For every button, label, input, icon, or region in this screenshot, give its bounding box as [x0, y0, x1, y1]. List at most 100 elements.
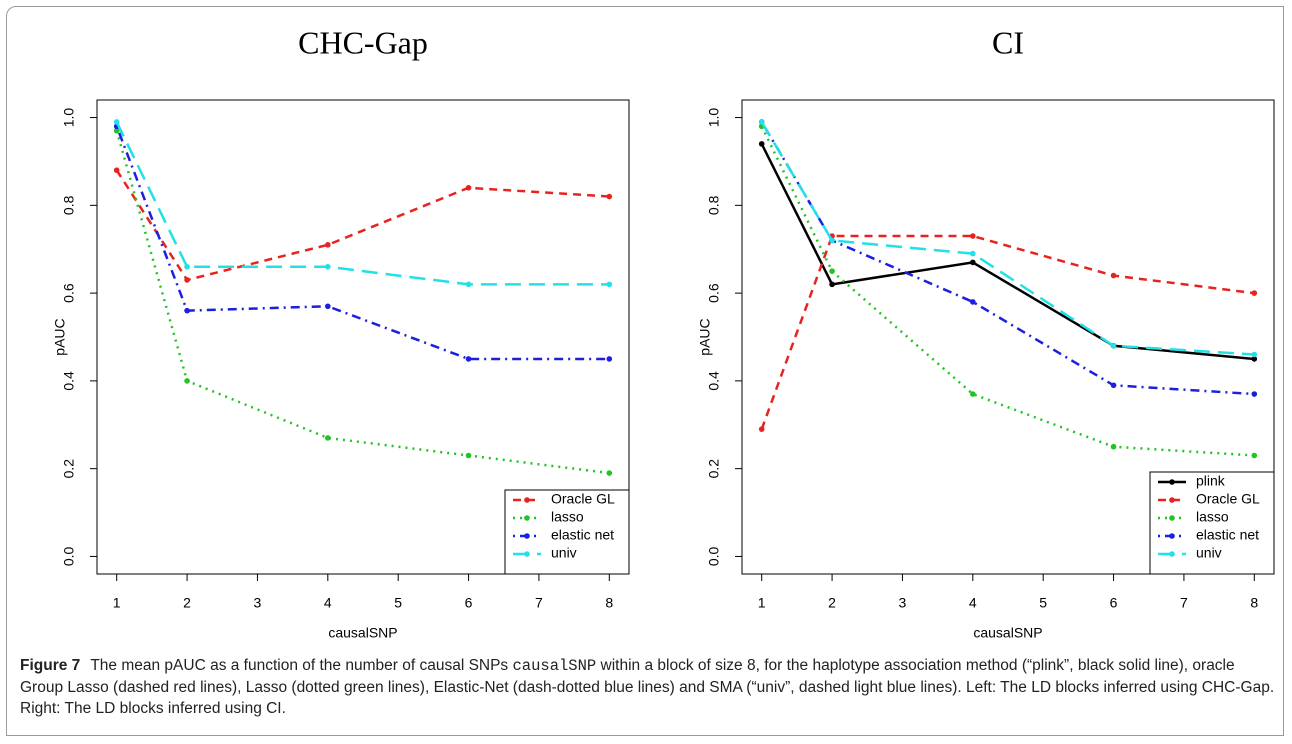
legend-box	[504, 489, 630, 575]
legend-label: elastic net	[1196, 527, 1259, 543]
data-point	[970, 299, 976, 305]
series-line	[115, 125, 610, 361]
legend-label: Oracle GL	[551, 491, 615, 507]
y-tick-label: 0.8	[61, 195, 77, 215]
legend-dot	[1169, 497, 1175, 503]
legend-label: lasso	[1196, 509, 1229, 525]
y-tick-label: 0.6	[61, 283, 77, 303]
caption: Figure 7 The mean pAUC as a function of …	[20, 655, 1275, 719]
data-point	[184, 263, 190, 270]
data-point	[465, 452, 472, 459]
data-point	[465, 281, 472, 288]
y-tick-label: 0.2	[706, 459, 722, 479]
legend-dot	[1169, 479, 1175, 485]
legend-label: univ	[1196, 545, 1222, 561]
x-axis-label: causalSNP	[328, 625, 397, 641]
data-point	[465, 184, 472, 191]
plot-box	[741, 99, 1275, 575]
legend-dot	[524, 497, 530, 503]
y-tick-label: 0.2	[61, 459, 77, 479]
data-point	[465, 356, 472, 362]
y-tick-label: 0.4	[706, 371, 722, 391]
x-tick-label: 7	[1180, 595, 1188, 611]
data-point	[325, 435, 331, 441]
caption-label: Figure 7	[20, 657, 81, 674]
caption-code: causalSNP	[512, 657, 597, 675]
series-line	[760, 125, 1255, 457]
data-point	[1251, 356, 1258, 362]
series-line	[760, 143, 1255, 361]
data-point	[325, 263, 331, 270]
legend-dot	[1169, 551, 1175, 557]
legend-box	[1149, 471, 1275, 575]
series-line	[760, 234, 1255, 430]
x-tick-label: 2	[828, 595, 836, 611]
data-point	[606, 470, 613, 476]
x-tick-label: 6	[465, 595, 473, 611]
x-tick-label: 5	[1039, 595, 1047, 611]
data-point	[970, 259, 976, 266]
legend-label: Oracle GL	[1196, 491, 1260, 507]
legend-dot	[524, 551, 530, 557]
data-point	[758, 141, 765, 147]
x-tick-label: 3	[254, 595, 262, 611]
x-tick-label: 4	[324, 595, 332, 611]
y-tick-label: 0.0	[706, 547, 722, 567]
y-tick-label: 0.8	[706, 195, 722, 215]
series-line	[115, 169, 610, 282]
legend-dot	[1169, 515, 1175, 521]
data-point	[1251, 290, 1258, 296]
legend-label: lasso	[551, 509, 584, 525]
x-tick-label: 2	[183, 595, 191, 611]
data-point	[829, 281, 835, 288]
y-tick-label: 0.0	[61, 547, 77, 567]
x-axis-label: causalSNP	[973, 625, 1042, 641]
data-point	[113, 127, 120, 134]
x-tick-label: 8	[1250, 595, 1258, 611]
data-point	[1110, 443, 1117, 450]
legend-dot	[1169, 533, 1175, 539]
data-point	[606, 356, 613, 362]
series-line	[115, 130, 610, 475]
data-point	[758, 119, 765, 125]
data-point	[1110, 272, 1117, 279]
data-point	[1110, 342, 1117, 349]
caption-text: The mean pAUC as a function of the numbe…	[90, 657, 509, 674]
data-point	[970, 391, 976, 397]
data-point	[606, 193, 613, 200]
data-point	[1251, 452, 1258, 459]
x-tick-label: 7	[535, 595, 543, 611]
series-line	[760, 121, 1255, 396]
data-point	[1110, 382, 1117, 389]
x-tick-label: 3	[899, 595, 907, 611]
y-tick-label: 0.6	[706, 283, 722, 303]
legend-label: plink	[1196, 473, 1226, 489]
data-point	[1251, 391, 1258, 397]
data-point	[970, 250, 976, 257]
legend-label: elastic net	[551, 527, 614, 543]
y-axis-label: pAUC	[52, 318, 68, 355]
chart-title: CHC-Gap	[298, 24, 428, 60]
y-tick-label: 1.0	[61, 108, 77, 128]
legend-label: univ	[551, 545, 577, 561]
data-point	[325, 303, 331, 310]
series-line	[115, 121, 610, 286]
data-point	[1251, 351, 1258, 358]
plot-box	[96, 99, 630, 575]
data-point	[606, 281, 613, 288]
x-tick-label: 1	[758, 595, 766, 611]
data-point	[184, 378, 190, 384]
data-point	[758, 426, 765, 432]
data-point	[184, 277, 190, 283]
data-point	[829, 237, 835, 244]
figure-frame	[6, 6, 1284, 736]
data-point	[184, 307, 190, 314]
chart-title: CI	[992, 24, 1024, 60]
data-point	[113, 167, 120, 174]
data-point	[829, 268, 835, 274]
data-point	[325, 242, 331, 248]
x-tick-label: 8	[605, 595, 613, 611]
data-point	[970, 233, 976, 239]
y-tick-label: 1.0	[706, 108, 722, 128]
x-tick-label: 6	[1110, 595, 1118, 611]
